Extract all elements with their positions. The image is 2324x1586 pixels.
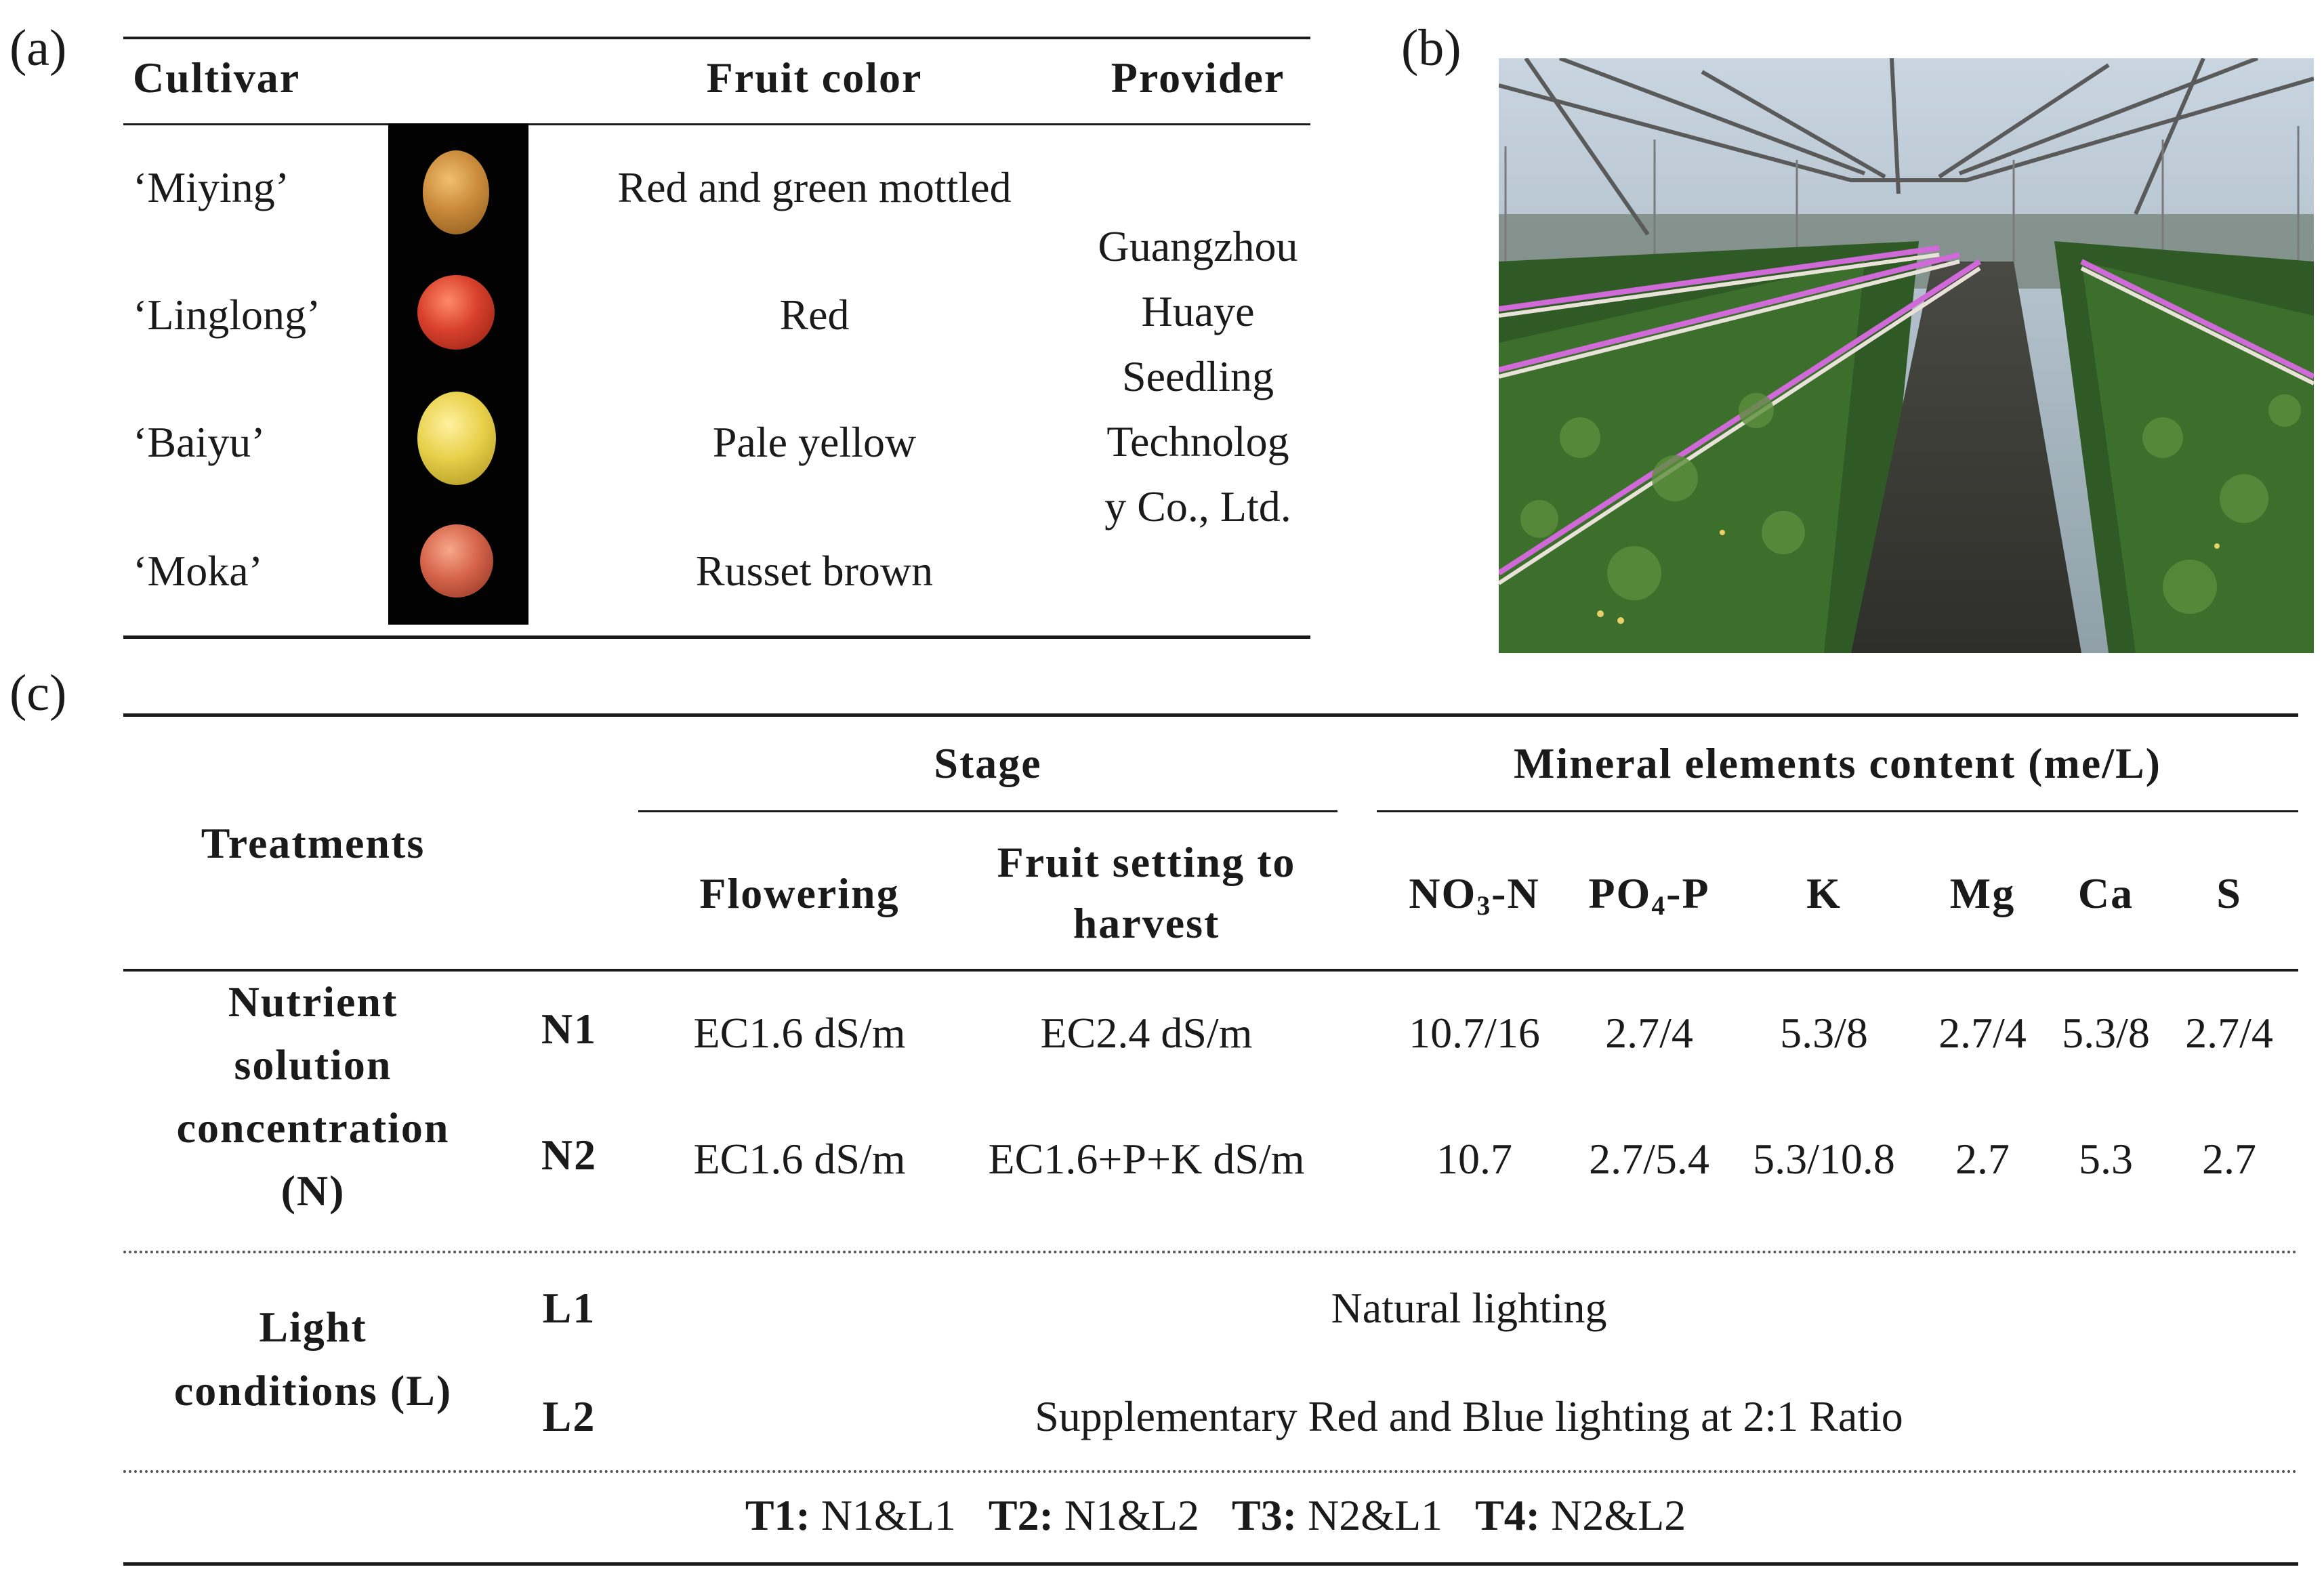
fruit-linglong bbox=[417, 275, 495, 350]
table-c-top-rule bbox=[123, 713, 2298, 717]
group-light-conditions: Light conditions (L) bbox=[173, 1303, 453, 1415]
fruit-color: Red bbox=[779, 291, 850, 339]
group-nutrient-concentration: Nutrient solution concentration (N) bbox=[176, 978, 450, 1215]
cell-flowering: EC1.6 dS/m bbox=[693, 1009, 906, 1057]
cultivar-name: ‘Baiyu’ bbox=[133, 418, 266, 466]
table-c-header-rule bbox=[123, 969, 2298, 972]
header-treatments: Treatments bbox=[201, 819, 426, 867]
panel-label-a: (a) bbox=[9, 20, 67, 77]
cell-ca: 5.3 bbox=[2079, 1135, 2133, 1183]
row-label-n2: N2 bbox=[541, 1131, 598, 1179]
header-k: K bbox=[1806, 869, 1842, 917]
cell-flowering: EC1.6 dS/m bbox=[693, 1135, 906, 1183]
header-ca: Ca bbox=[2077, 869, 2134, 917]
cell-fruit-setting: EC2.4 dS/m bbox=[1040, 1009, 1253, 1057]
cell-po4: 2.7/4 bbox=[1605, 1009, 1693, 1057]
section-divider bbox=[123, 1251, 2298, 1253]
table-a-header-rule bbox=[123, 123, 1310, 125]
cell-no3: 10.7 bbox=[1436, 1135, 1512, 1183]
header-no3-n: NO3-N bbox=[1409, 869, 1540, 921]
cell-s: 2.7 bbox=[2202, 1135, 2256, 1183]
cell-po4: 2.7/5.4 bbox=[1589, 1135, 1709, 1183]
cell-lighting: Supplementary Red and Blue lighting at 2… bbox=[1035, 1392, 1903, 1440]
fruit-color: Pale yellow bbox=[712, 418, 917, 466]
cell-ca: 5.3/8 bbox=[2062, 1009, 2150, 1057]
header-fruit-color: Fruit color bbox=[706, 54, 923, 102]
header-stage: Stage bbox=[934, 739, 1042, 787]
header-po4-p: PO4-P bbox=[1588, 869, 1710, 921]
table-c-bottom-rule bbox=[123, 1562, 2298, 1566]
cell-no3: 10.7/16 bbox=[1409, 1009, 1540, 1057]
panel-label-c: (c) bbox=[9, 665, 67, 722]
treatment-legend: T1: N1&L1 T2: N1&L2 T3: N2&L1 T4: N2&L2 bbox=[745, 1491, 1686, 1539]
header-s: S bbox=[2216, 869, 2242, 917]
cell-lighting: Natural lighting bbox=[1331, 1284, 1607, 1332]
greenhouse-photo bbox=[1499, 58, 2314, 653]
mineral-underline bbox=[1377, 810, 2298, 812]
row-label-l2: L2 bbox=[542, 1392, 596, 1440]
fruit-moka bbox=[420, 524, 493, 598]
footer-divider bbox=[123, 1470, 2298, 1473]
cultivar-name: ‘Linglong’ bbox=[133, 291, 321, 339]
cell-k: 5.3/10.8 bbox=[1753, 1135, 1895, 1183]
panel-label-b: (b) bbox=[1401, 20, 1461, 77]
cultivar-name: ‘Moka’ bbox=[133, 547, 263, 595]
fruit-color: Red and green mottled bbox=[617, 163, 1012, 211]
cell-k: 5.3/8 bbox=[1780, 1009, 1868, 1057]
header-mineral: Mineral elements content (me/L) bbox=[1514, 739, 2161, 787]
cell-mg: 2.7 bbox=[1955, 1135, 2010, 1183]
header-flowering: Flowering bbox=[699, 869, 900, 917]
header-cultivar: Cultivar bbox=[133, 54, 301, 102]
cell-mg: 2.7/4 bbox=[1938, 1009, 2027, 1057]
row-label-n1: N1 bbox=[541, 1005, 598, 1053]
fruit-miying bbox=[423, 150, 489, 234]
fruit-photo-strip bbox=[388, 123, 528, 625]
stage-underline bbox=[638, 810, 1337, 812]
header-mg: Mg bbox=[1949, 869, 2016, 917]
table-a-top-rule bbox=[123, 37, 1310, 39]
row-label-l1: L1 bbox=[542, 1284, 596, 1332]
cultivar-name: ‘Miying’ bbox=[133, 163, 290, 211]
provider-name: Guangzhou Huaye Seedling Technolog y Co.… bbox=[1098, 222, 1298, 530]
header-provider: Provider bbox=[1111, 54, 1285, 102]
header-harvest: harvest bbox=[1073, 899, 1220, 947]
cell-fruit-setting: EC1.6+P+K dS/m bbox=[988, 1135, 1305, 1183]
fruit-baiyu bbox=[417, 392, 496, 485]
fruit-color: Russet brown bbox=[695, 547, 934, 595]
cell-s: 2.7/4 bbox=[2185, 1009, 2273, 1057]
table-a-bottom-rule bbox=[123, 635, 1310, 639]
header-fruit-setting: Fruit setting to bbox=[997, 838, 1296, 886]
